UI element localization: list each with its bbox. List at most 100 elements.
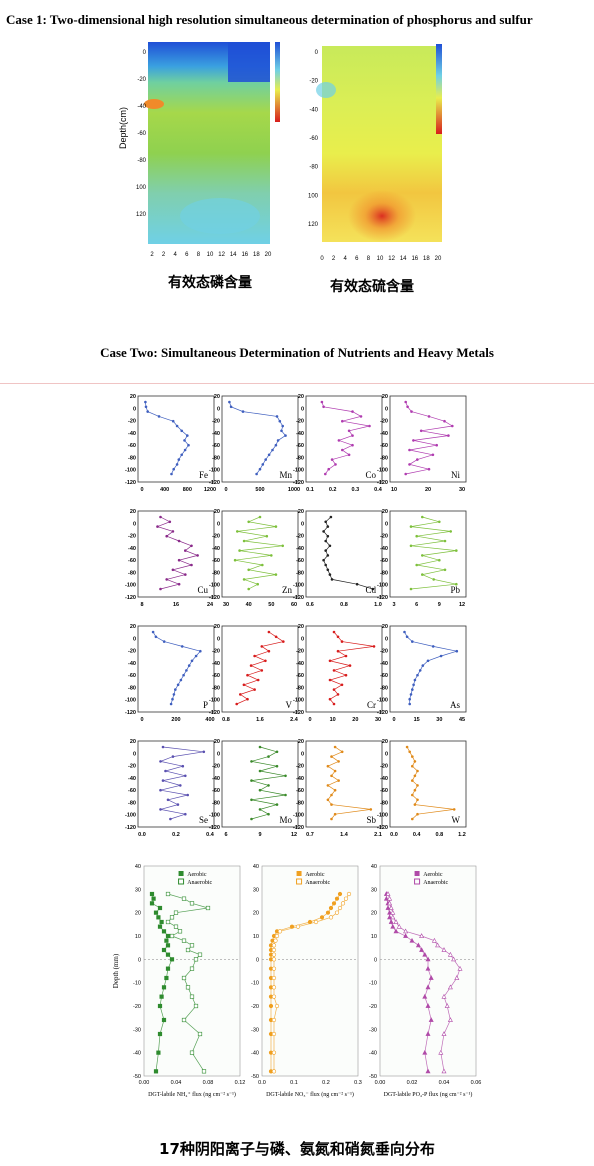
profile-ytick: -80 [380, 455, 388, 461]
profile-point [284, 434, 287, 437]
profile-point [324, 563, 327, 567]
profile-ytick: 20 [382, 394, 388, 400]
profile-point [408, 702, 412, 706]
profile-point [324, 539, 327, 543]
profile-ytick: 20 [214, 624, 220, 630]
profile-point [332, 688, 336, 691]
profile-point [171, 697, 174, 701]
profile-label: Se [199, 815, 208, 825]
profile-ytick: -20 [296, 419, 304, 425]
legend-marker-open [296, 878, 303, 885]
profile-ytick: -40 [296, 661, 304, 667]
flux-point [271, 1050, 277, 1055]
map-xtick: 20 [435, 256, 442, 262]
profile-xtick: 30 [375, 717, 381, 723]
caption-vertical-distribution: 17种阴阳离子与磷、氨氮和硝氮垂向分布 [159, 1140, 435, 1158]
profile-xtick: 30 [459, 487, 465, 493]
profile-point [344, 673, 348, 677]
profile-point [247, 587, 250, 591]
flux-point [319, 915, 325, 920]
profile-point [280, 429, 283, 433]
profile-ytick: 0 [217, 636, 220, 642]
profile-point [411, 817, 414, 821]
flux-point [161, 1017, 167, 1023]
flux-point [271, 952, 277, 957]
flux-point [425, 965, 431, 971]
profile-point [406, 405, 409, 409]
profile-ytick: -60 [380, 443, 388, 449]
flux-point [343, 896, 349, 901]
profile-point [236, 530, 239, 533]
profile-ytick: -120 [377, 595, 388, 601]
profile-label: Mo [279, 815, 292, 825]
profile-point [332, 702, 336, 706]
profile-point [426, 659, 430, 663]
map-ytick: -60 [137, 131, 146, 137]
profile-ytick: -20 [128, 419, 136, 425]
profile-point [336, 693, 340, 696]
profile-ytick: -40 [128, 546, 136, 552]
flux-point [385, 891, 391, 896]
profile-point [242, 683, 246, 687]
profile-point [427, 415, 431, 418]
profile-point [176, 803, 180, 806]
profile-line [321, 401, 370, 475]
flux-point [383, 895, 389, 901]
profile-point [161, 779, 165, 782]
profile-point [351, 443, 354, 447]
profile-point [146, 410, 149, 413]
profile-point [144, 405, 148, 409]
flux-point [193, 957, 199, 962]
profile-point [408, 463, 411, 466]
profile-point [330, 774, 333, 778]
flux-point [447, 951, 453, 957]
profile-xtick: 1200 [204, 487, 216, 493]
profile-point [324, 549, 327, 552]
profile-ytick: -80 [296, 570, 304, 576]
flux-ylabel: Depth (mm) [112, 953, 120, 988]
profile-point [333, 769, 337, 773]
profile-point [340, 640, 344, 643]
flux-point [273, 938, 278, 943]
profile-point [326, 554, 330, 557]
profile-point [412, 439, 415, 442]
flux-point [388, 905, 394, 910]
profile-line [405, 401, 454, 475]
profile-ytick: 0 [133, 406, 136, 412]
flux-point [387, 900, 393, 906]
profile-ytick: 20 [298, 509, 304, 515]
profile-line [235, 516, 283, 590]
profile-xtick: 200 [171, 717, 180, 723]
profile-line [251, 746, 286, 820]
profile-ytick: -80 [380, 570, 388, 576]
profile-ytick: -20 [296, 649, 304, 655]
flux-point [295, 924, 301, 929]
flux-panel-po4: 40 30 20 10 0 -10 -20 -30 -40 -500.00 0.02 0.04 0.06… [369, 864, 481, 1098]
profile-Pb: 20 0 -20 -40 -60 -80 -100 -120 3 6 9 12 Pb [377, 509, 467, 608]
legend-anaerobic: Anaerobic [305, 880, 330, 886]
profile-ytick: 20 [382, 624, 388, 630]
profile-point [180, 429, 183, 433]
flux-point [205, 905, 211, 911]
profile-point [330, 803, 333, 806]
profile-point [332, 669, 336, 672]
profile-ytick: 0 [217, 521, 220, 527]
flux-ytick: -50 [133, 1074, 141, 1080]
flux-ytick: 20 [253, 911, 259, 917]
flux-point [169, 933, 175, 939]
profile-line [236, 631, 285, 705]
profile-point [159, 760, 162, 763]
flux-point [271, 975, 277, 981]
flux-point [334, 910, 340, 915]
profile-point [284, 774, 287, 778]
profile-ytick: -100 [377, 583, 388, 589]
map-xtick: 2 [332, 256, 336, 262]
flux-point [185, 985, 191, 990]
profile-point [330, 793, 333, 797]
flux-point [156, 1050, 161, 1055]
flux-ytick: -20 [251, 1004, 259, 1010]
profile-point [281, 424, 284, 428]
profile-point [159, 587, 162, 591]
flux-point [441, 1031, 447, 1036]
map-xtick: 14 [230, 252, 237, 258]
